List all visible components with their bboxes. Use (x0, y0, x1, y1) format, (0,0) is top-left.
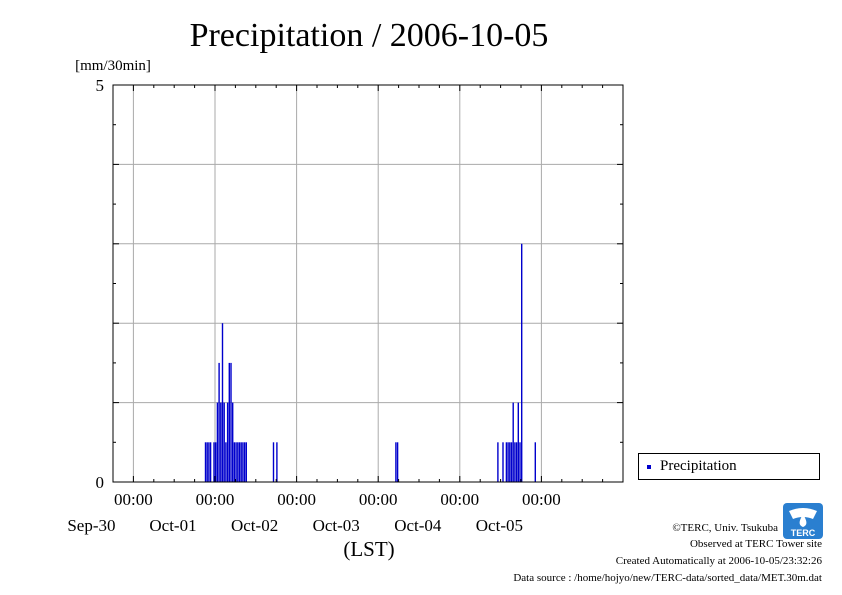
x-tick-date-label: Oct-03 (313, 516, 360, 535)
bar (206, 442, 208, 482)
x-tick-labels: 00:00Sep-3000:00Oct-0100:00Oct-0200:00Oc… (67, 490, 560, 535)
bar (240, 442, 242, 482)
bar (395, 442, 397, 482)
bar (228, 362, 230, 482)
plot-frame (112, 84, 624, 483)
bar (225, 442, 227, 482)
bar (237, 442, 239, 482)
y-axis-label: [mm/30min] (75, 58, 151, 74)
legend: Precipitation (638, 453, 820, 480)
bar (517, 402, 519, 482)
axis-ticks (112, 84, 624, 483)
bar (235, 442, 237, 482)
x-tick-time-label: 00:00 (196, 490, 235, 509)
bar (223, 402, 225, 482)
bar (272, 442, 275, 482)
terc-logo-text: TERC (791, 528, 816, 538)
bar (208, 442, 210, 482)
bar (245, 442, 247, 482)
bar (505, 442, 508, 482)
bar (509, 442, 511, 482)
x-tick-date-label: Oct-05 (476, 516, 523, 535)
legend-label: Precipitation (660, 458, 737, 474)
y-tick-label-min: 0 (96, 473, 105, 492)
footer-source: Data source : /home/hojyo/new/TERC-data/… (513, 572, 822, 584)
y-tick-label-max: 5 (96, 76, 105, 95)
bar (213, 442, 215, 482)
bar (507, 442, 509, 482)
bar (515, 442, 518, 482)
bar (276, 442, 278, 482)
x-tick-time-label: 00:00 (359, 490, 398, 509)
bar (233, 442, 236, 482)
x-tick-date-label: Oct-01 (149, 516, 196, 535)
chart-title: Precipitation / 2006-10-05 (190, 17, 549, 54)
terc-logo: TERC (783, 503, 823, 539)
bar (221, 323, 224, 482)
footer-copyright: ©TERC, Univ. Tsukuba (672, 522, 778, 534)
bar (242, 442, 244, 482)
x-tick-date-label: Sep-30 (67, 516, 115, 535)
bar (510, 442, 513, 482)
x-tick-time-label: 00:00 (440, 490, 479, 509)
bars-group (204, 243, 536, 482)
footer-site: Observed at TERC Tower site (689, 538, 822, 550)
bar (502, 442, 504, 482)
bar (521, 243, 523, 482)
bar (226, 402, 229, 482)
x-tick-date-label: Oct-02 (231, 516, 278, 535)
x-tick-time-label: 00:00 (277, 490, 316, 509)
x-tick-time-label: 00:00 (114, 490, 153, 509)
footer-created: Created Automatically at 2006-10-05/23:3… (615, 555, 822, 567)
bar (209, 442, 212, 482)
bar (396, 442, 399, 482)
bar (243, 442, 246, 482)
bar (204, 442, 207, 482)
bar (218, 362, 220, 482)
grid-lines (113, 85, 623, 482)
x-axis-label: (LST) (343, 537, 394, 561)
x-tick-date-label: Oct-04 (394, 516, 442, 535)
legend-swatch (647, 465, 651, 469)
bar (512, 402, 514, 482)
bar (220, 402, 222, 482)
bar (514, 442, 516, 482)
bar (238, 442, 241, 482)
bar (497, 442, 499, 482)
bar (215, 442, 217, 482)
bar (534, 442, 536, 482)
bar (230, 362, 232, 482)
bar (216, 402, 219, 482)
bar (519, 442, 521, 482)
bar (232, 402, 234, 482)
x-tick-time-label: 00:00 (522, 490, 561, 509)
